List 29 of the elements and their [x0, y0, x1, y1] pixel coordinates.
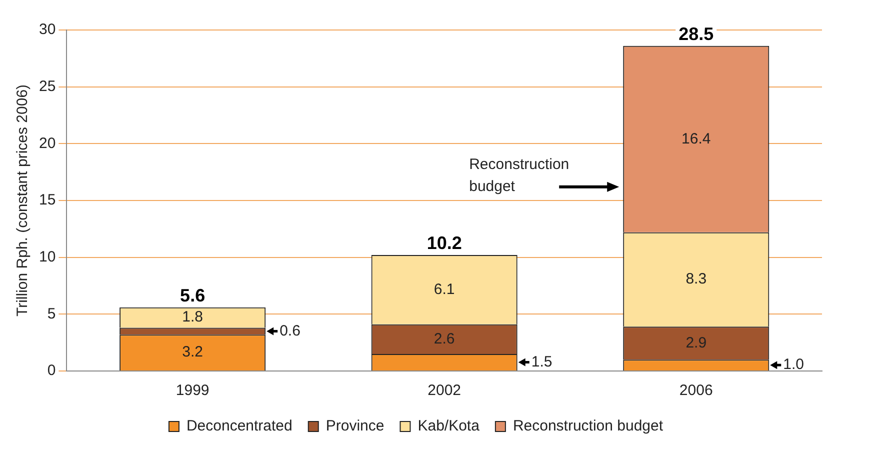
y-tick-label: 15	[38, 192, 56, 209]
legend-label: Reconstruction budget	[512, 418, 664, 435]
y-tick-label: 30	[38, 21, 56, 38]
x-tick-label: 2006	[679, 382, 713, 400]
data-label: 1.5	[531, 353, 552, 370]
data-label: 2.6	[434, 330, 455, 348]
y-axis-title: Trillion Rph. (constant prices 2006)	[14, 84, 32, 317]
x-tick-label: 1999	[176, 382, 210, 400]
data-label: 16.4	[682, 130, 711, 148]
data-label: 1.8	[182, 308, 203, 326]
legend-label: Deconcentrated	[186, 418, 292, 435]
total-label: 10.2	[426, 233, 462, 254]
legend-label: Kab/Kota	[418, 418, 480, 435]
y-tick-label: 10	[38, 248, 56, 266]
data-label: 1.0	[783, 356, 804, 374]
data-label: 8.3	[686, 270, 707, 288]
data-label: 0.6	[280, 322, 300, 340]
data-label: 3.2	[182, 344, 203, 361]
data-label: 2.9	[686, 334, 707, 352]
legend-label: Province	[326, 418, 384, 435]
total-label: 5.6	[180, 285, 206, 306]
y-tick-label: 20	[38, 134, 56, 152]
x-tick-label: 2002	[428, 382, 462, 400]
y-tick-label: 0	[47, 362, 56, 380]
y-tick-label: 5	[47, 305, 56, 322]
y-tick-label: 25	[38, 78, 56, 95]
annotation: Reconstruction budget	[469, 156, 570, 195]
data-label: 6.1	[434, 280, 455, 298]
total-label: 28.5	[678, 24, 714, 44]
